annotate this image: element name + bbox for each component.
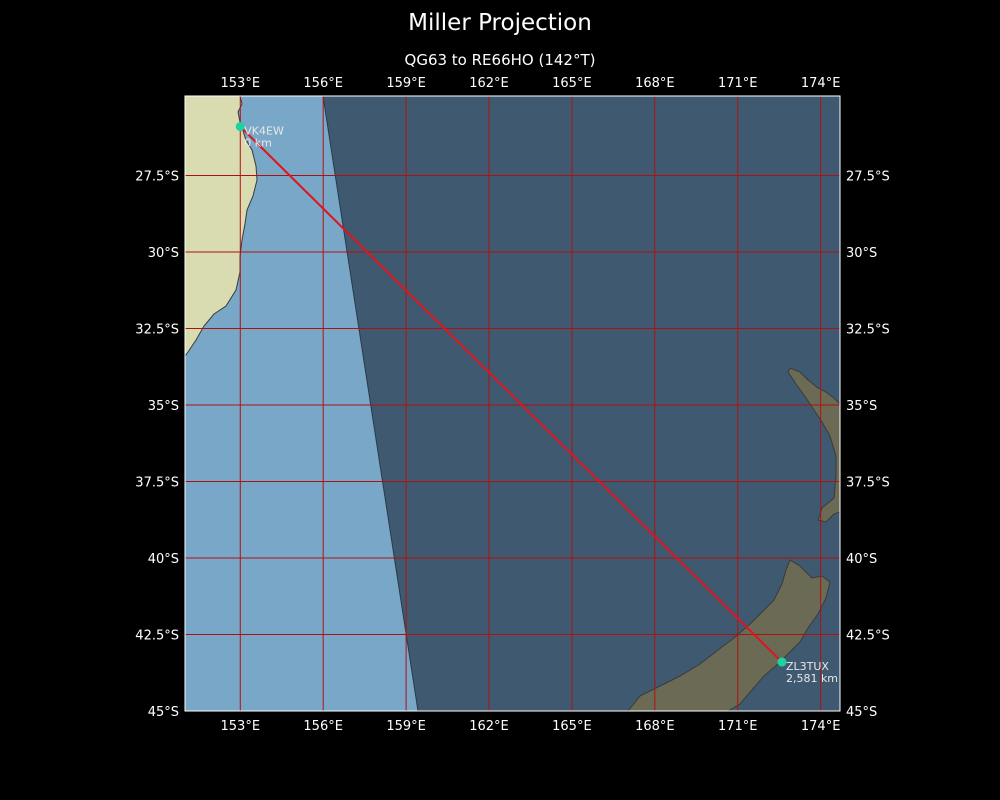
lat-tick-label-right: 35°S	[846, 399, 877, 414]
station-distance: 0 km	[244, 137, 272, 150]
lon-tick-label-top: 162°E	[469, 76, 509, 91]
lat-tick-label-left: 30°S	[148, 246, 179, 261]
land-nz-south	[627, 559, 831, 711]
lat-tick-label-left: 37.5°S	[135, 476, 179, 491]
lat-tick-label-right: 45°S	[846, 705, 877, 720]
lon-tick-label-bottom: 165°E	[552, 719, 592, 734]
night-overlay	[322, 96, 840, 711]
lon-tick-label-top: 156°E	[303, 76, 343, 91]
station-marker[interactable]	[235, 122, 245, 132]
lat-tick-label-left: 40°S	[148, 552, 179, 567]
lat-tick-label-left: 32.5°S	[135, 323, 179, 338]
lat-tick-label-right: 30°S	[846, 246, 877, 261]
map-title: Miller Projection	[408, 10, 592, 36]
lat-tick-label-left: 45°S	[148, 705, 179, 720]
station-distance: 2,581 km	[786, 672, 838, 685]
graticule	[185, 96, 840, 711]
lon-tick-label-top: 168°E	[635, 76, 675, 91]
lat-tick-label-left: 42.5°S	[135, 629, 179, 644]
lat-tick-label-left: 35°S	[148, 399, 179, 414]
land-nz-north	[787, 367, 840, 523]
land-australia	[185, 96, 258, 357]
lon-tick-label-top: 159°E	[386, 76, 426, 91]
map-layers	[185, 96, 840, 711]
lat-tick-label-right: 32.5°S	[846, 323, 890, 338]
lon-tick-label-bottom: 162°E	[469, 719, 509, 734]
lat-tick-label-right: 27.5°S	[846, 170, 890, 185]
station-marker[interactable]	[777, 657, 787, 667]
station-callsign: ZL3TUX	[786, 660, 829, 673]
map-subtitle: QG63 to RE66HO (142°T)	[404, 51, 596, 69]
lon-tick-label-bottom: 174°E	[801, 719, 841, 734]
lon-tick-label-bottom: 159°E	[386, 719, 426, 734]
lon-tick-label-bottom: 153°E	[221, 719, 261, 734]
lon-tick-label-top: 171°E	[718, 76, 758, 91]
lon-tick-label-bottom: 156°E	[303, 719, 343, 734]
lon-tick-label-bottom: 171°E	[718, 719, 758, 734]
lat-tick-label-left: 27.5°S	[135, 170, 179, 185]
lon-tick-label-bottom: 168°E	[635, 719, 675, 734]
lon-tick-label-top: 165°E	[552, 76, 592, 91]
great-circle-path	[239, 125, 783, 663]
lat-tick-label-right: 37.5°S	[846, 476, 890, 491]
lat-tick-label-right: 40°S	[846, 552, 877, 567]
axis-ticks: 153°E 153°E 156°E 156°E 159°E 159°E 162°E 162°E…	[135, 76, 889, 734]
map-frame	[184, 95, 841, 712]
lat-tick-label-right: 42.5°S	[846, 629, 890, 644]
lon-tick-label-top: 174°E	[801, 76, 841, 91]
lon-tick-label-top: 153°E	[221, 76, 261, 91]
station-callsign: VK4EW	[244, 125, 284, 138]
